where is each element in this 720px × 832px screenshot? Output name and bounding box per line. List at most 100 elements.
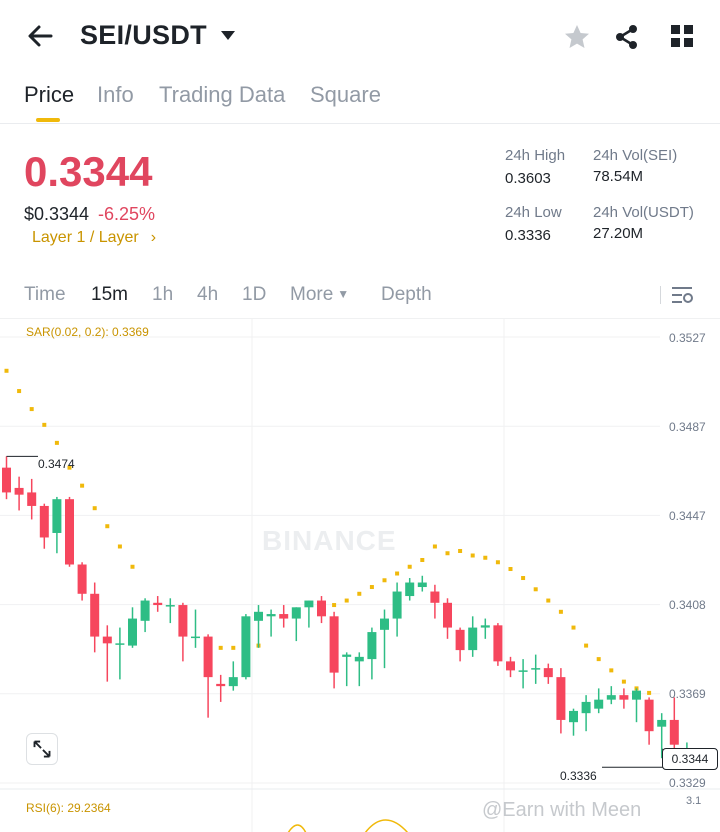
candle-body (606, 695, 616, 700)
tab-bar: Price Info Trading Data Square (0, 70, 720, 124)
price-axis-label: 0.3369 (669, 687, 706, 701)
candle-body (556, 677, 566, 720)
candle-body (77, 564, 87, 594)
tab-price[interactable]: Price (24, 82, 75, 107)
price-axis-label: 0.3447 (669, 509, 706, 523)
candle-body (506, 661, 515, 671)
sar-dot (395, 571, 400, 576)
vol-base-value: 78.54M (593, 168, 644, 185)
candle-body (581, 701, 591, 714)
candle-body (102, 636, 112, 644)
price-axis-label: 0.3527 (669, 331, 706, 345)
high-value: 0.3603 (505, 170, 551, 187)
low-label: 24h Low (505, 204, 562, 221)
sar-dot (117, 544, 122, 549)
candle-body (153, 602, 163, 606)
candle-body (2, 467, 11, 493)
share-icon[interactable] (612, 22, 642, 52)
binance-watermark: BINANCE (262, 525, 397, 556)
low-marker-label: 0.3336 (560, 769, 597, 783)
tab-square[interactable]: Square (310, 82, 381, 107)
expand-chart-icon[interactable] (26, 733, 58, 765)
sar-dot (92, 506, 97, 511)
sar-dot (558, 609, 563, 614)
category-tag-link[interactable]: Layer 1 / Layer › (32, 229, 156, 247)
sar-dot (369, 585, 374, 590)
grid-menu-icon[interactable] (668, 22, 696, 50)
tf-1d[interactable]: 1D (242, 284, 267, 305)
sar-dot (407, 564, 412, 569)
candle-body (632, 690, 641, 700)
tf-depth[interactable]: Depth (381, 284, 432, 305)
price-axis-label: 0.3487 (669, 420, 706, 434)
sar-dot (130, 564, 135, 569)
candle-body (178, 605, 188, 637)
candle-body (417, 582, 427, 588)
candle-body (367, 632, 377, 660)
vol-quote-value: 27.20M (593, 225, 644, 242)
sar-dot (357, 591, 362, 596)
candle-body (291, 607, 301, 619)
candle-body (594, 699, 604, 709)
rsi-line (287, 824, 307, 832)
candle-body (569, 710, 578, 723)
candle-body (304, 600, 314, 608)
price-axis-label: 0.3408 (669, 598, 706, 612)
candle-body (241, 616, 251, 678)
back-arrow-icon[interactable] (22, 18, 58, 54)
candle-body (480, 625, 490, 628)
tf-4h[interactable]: 4h (197, 284, 219, 305)
candle-body (669, 719, 679, 745)
price-axis-label: 0.3329 (669, 776, 706, 790)
candle-body (65, 499, 74, 565)
candle-body (317, 600, 326, 617)
tf-more-label: More (290, 284, 334, 305)
sar-dot (584, 643, 589, 648)
tab-trading-data[interactable]: Trading Data (159, 82, 286, 107)
candle-body (443, 602, 452, 628)
tab-info[interactable]: Info (97, 82, 134, 107)
candle-body (165, 605, 175, 607)
price-change: -6.25% (98, 204, 156, 224)
candlestick-chart[interactable] (0, 319, 720, 832)
low-value: 0.3336 (505, 227, 551, 244)
high-label: 24h High (505, 147, 566, 164)
candle-body (430, 591, 440, 603)
tf-time[interactable]: Time (24, 284, 66, 305)
sar-dot (571, 625, 576, 630)
candle-body (228, 677, 238, 687)
sar-dot (483, 555, 488, 560)
sar-dot (470, 553, 475, 558)
sar-dot (42, 422, 47, 427)
tf-15m[interactable]: 15m (91, 284, 128, 305)
candle-body (644, 699, 654, 732)
sar-dot (218, 645, 223, 650)
kline-chart[interactable]: BINANCE SAR(0.02, 0.2): 0.3369 0.3527 0.… (0, 318, 720, 832)
sar-dot (29, 407, 34, 412)
sar-dot (344, 598, 349, 603)
tf-more[interactable]: More ▼ (290, 284, 349, 306)
sar-dot (533, 587, 538, 592)
sar-dot (445, 551, 450, 556)
sar-dot (634, 686, 639, 691)
sar-dot (647, 690, 652, 695)
sar-dot (521, 576, 526, 581)
sar-dot (508, 567, 513, 572)
candle-body (39, 505, 49, 538)
favorite-star-icon[interactable] (562, 22, 592, 52)
candle-body (354, 656, 364, 662)
candle-body (266, 614, 276, 617)
credit-watermark: @Earn with Meen (482, 799, 642, 821)
chevron-down-icon[interactable] (220, 28, 236, 42)
candle-body (279, 614, 289, 619)
pair-title[interactable]: SEI/USDT (80, 20, 207, 50)
caret-down-icon: ▼ (337, 287, 350, 301)
sar-dot (67, 465, 72, 470)
sar-dot (596, 657, 601, 662)
tf-1h[interactable]: 1h (152, 284, 174, 305)
sar-dot (231, 645, 236, 650)
rsi-indicator-label: RSI(6): 29.2364 (26, 801, 111, 815)
chart-settings-icon[interactable] (670, 284, 694, 306)
candle-body (493, 625, 503, 662)
candle-body (392, 591, 402, 619)
